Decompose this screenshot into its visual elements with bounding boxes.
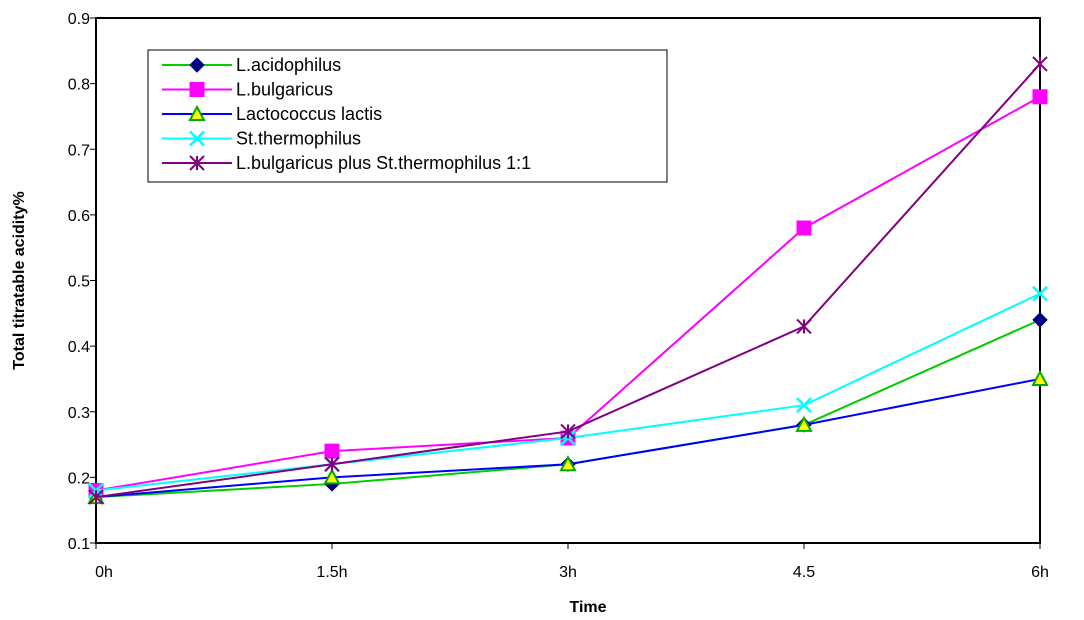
x-tick-label: 4.5 <box>793 564 815 581</box>
x-tick-label: 6h <box>1031 564 1049 581</box>
marker-stroke <box>189 130 205 147</box>
legend-item: L.bulgaricus plus St.thermophilus 1:1 <box>162 153 531 173</box>
y-tick-label: 0.9 <box>68 11 90 28</box>
y-tick-label: 0.1 <box>68 536 90 553</box>
data-point <box>1032 285 1048 302</box>
y-tick-label: 0.7 <box>68 142 90 159</box>
data-point <box>796 220 812 236</box>
y-tick-label: 0.3 <box>68 405 90 422</box>
series-5 <box>88 56 1048 505</box>
series-layer <box>87 56 1049 505</box>
data-point <box>795 415 813 432</box>
legend-label: L.bulgaricus <box>236 80 333 100</box>
x-axis: 0h 1.5h 3h 4.5 6h <box>95 543 1049 581</box>
legend-item: L.acidophilus <box>162 55 341 75</box>
data-point <box>88 489 104 505</box>
marker-stroke <box>796 397 812 414</box>
x-tick-label: 3h <box>559 564 577 581</box>
data-point <box>1032 89 1048 105</box>
legend-box <box>147 49 668 183</box>
legend-marker <box>188 104 206 121</box>
legend-label: St.thermophilus <box>236 129 361 149</box>
y-tick-label: 0.4 <box>68 339 90 356</box>
data-point <box>560 423 576 440</box>
legend-marker <box>189 155 205 171</box>
legend-item: St.thermophilus <box>162 129 361 149</box>
y-tick-label: 0.5 <box>68 274 90 291</box>
y-tick-label: 0.8 <box>68 77 90 94</box>
data-point <box>323 468 341 485</box>
data-point <box>1032 312 1048 328</box>
data-point <box>324 456 340 472</box>
legend: L.acidophilus L.bulgaricus Lactococcus lac… <box>147 49 668 183</box>
legend-item: L.bulgaricus <box>162 80 333 100</box>
legend-item: Lactococcus lactis <box>162 104 382 124</box>
data-point <box>796 318 812 335</box>
legend-label: L.acidophilus <box>236 55 341 75</box>
y-tick-label: 0.2 <box>68 470 90 487</box>
y-axis-title: Total titratable acidity% <box>11 191 28 369</box>
y-tick-label: 0.6 <box>68 208 90 225</box>
data-point <box>1031 369 1049 386</box>
data-point <box>796 397 812 414</box>
data-point <box>1032 56 1048 72</box>
x-axis-title: Time <box>569 599 606 616</box>
data-point <box>324 443 340 459</box>
x-tick-label: 0h <box>95 564 113 581</box>
x-tick-label: 1.5h <box>316 564 347 581</box>
marker-stroke <box>1032 285 1048 302</box>
legend-label: L.bulgaricus plus St.thermophilus 1:1 <box>236 153 531 173</box>
legend-marker <box>189 130 205 147</box>
legend-marker <box>189 57 205 73</box>
legend-label: Lactococcus lactis <box>236 104 382 124</box>
y-axis: 0.1 0.2 0.3 0.4 0.5 0.6 0.7 0.8 0.9 <box>68 11 96 553</box>
legend-marker <box>189 82 205 97</box>
data-point <box>559 455 577 472</box>
